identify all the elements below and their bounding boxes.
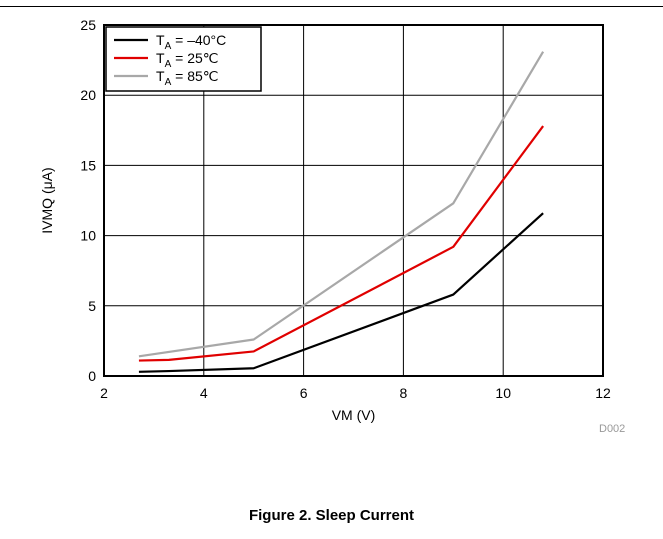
legend-label: TA = –40°C <box>156 32 226 52</box>
series-line-0 <box>138 212 544 373</box>
series-lines <box>138 51 545 373</box>
series-line-2 <box>138 51 545 358</box>
x-axis-label: VM (V) <box>332 407 376 423</box>
x-tick-label: 4 <box>200 385 208 401</box>
legend-label: TA = 85℃ <box>156 68 218 88</box>
figure-id: D002 <box>599 423 625 435</box>
series-line-1 <box>138 125 545 362</box>
sleep-current-chart: 2 4 6 8 10 12 0 5 10 15 20 25 TA = –40°CTA = 25℃TA … <box>39 17 625 435</box>
y-tick-label: 15 <box>80 157 96 173</box>
tick-labels: 2 4 6 8 10 12 0 5 10 15 20 25 <box>80 17 611 401</box>
legend-label: TA = 25℃ <box>156 50 218 70</box>
y-tick-label: 25 <box>80 17 96 33</box>
x-tick-label: 6 <box>300 385 308 401</box>
x-tick-label: 10 <box>495 385 511 401</box>
figure-caption: Figure 2. Sleep Current <box>248 507 415 524</box>
x-tick-label: 8 <box>400 385 408 401</box>
y-axis-label: IVMQ (μA) <box>39 167 55 233</box>
plot-frame <box>103 24 604 377</box>
y-tick-label: 0 <box>88 368 96 384</box>
x-tick-label: 2 <box>100 385 108 401</box>
legend: TA = –40°CTA = 25℃TA = 85℃ <box>105 26 262 92</box>
x-tick-label: 12 <box>595 385 611 401</box>
y-tick-label: 5 <box>88 298 96 314</box>
y-tick-label: 20 <box>80 87 96 103</box>
top-rule <box>0 6 663 7</box>
y-tick-label: 10 <box>80 228 96 244</box>
